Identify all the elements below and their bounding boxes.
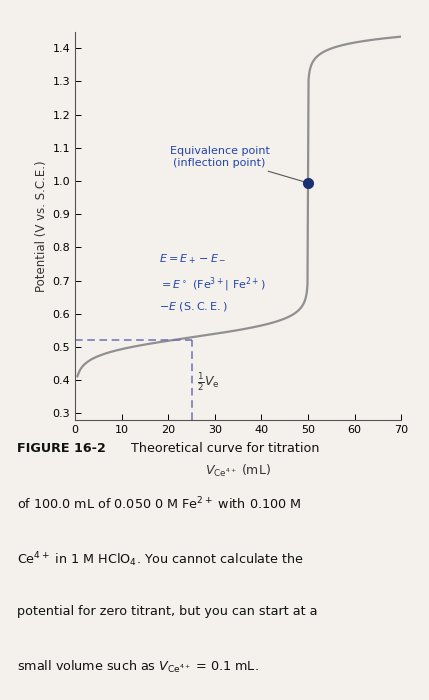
Text: $\frac{1}{2}V_{\mathrm{e}}$: $\frac{1}{2}V_{\mathrm{e}}$ — [197, 371, 220, 393]
Text: Equivalence point
(inflection point): Equivalence point (inflection point) — [169, 146, 305, 182]
Text: Theoretical curve for titration: Theoretical curve for titration — [127, 442, 319, 455]
Text: FIGURE 16-2: FIGURE 16-2 — [17, 442, 106, 455]
Text: $V_{\mathrm{Ce}^{4+}}$ (mL): $V_{\mathrm{Ce}^{4+}}$ (mL) — [205, 463, 271, 479]
Text: potential for zero titrant, but you can start at a: potential for zero titrant, but you can … — [17, 605, 317, 618]
Text: of 100.0 mL of 0.050 0 M Fe$^{2+}$ with 0.100 M: of 100.0 mL of 0.050 0 M Fe$^{2+}$ with … — [17, 496, 302, 513]
Y-axis label: Potential (V vs. S.C.E.): Potential (V vs. S.C.E.) — [35, 160, 48, 292]
Text: Ce$^{4+}$ in 1 M HClO$_4$. You cannot calculate the: Ce$^{4+}$ in 1 M HClO$_4$. You cannot ca… — [17, 550, 304, 569]
Text: $E = E_+ - E_-$
$= E^\circ\ (\mathrm{Fe}^{3+}|\ \mathrm{Fe}^{2+})$
$- E\ (\mathr: $E = E_+ - E_-$ $= E^\circ\ (\mathrm{Fe}… — [159, 252, 266, 314]
Text: small volume such as $V_{\mathrm{Ce}^{4+}}$ = 0.1 mL.: small volume such as $V_{\mathrm{Ce}^{4+… — [17, 659, 259, 676]
